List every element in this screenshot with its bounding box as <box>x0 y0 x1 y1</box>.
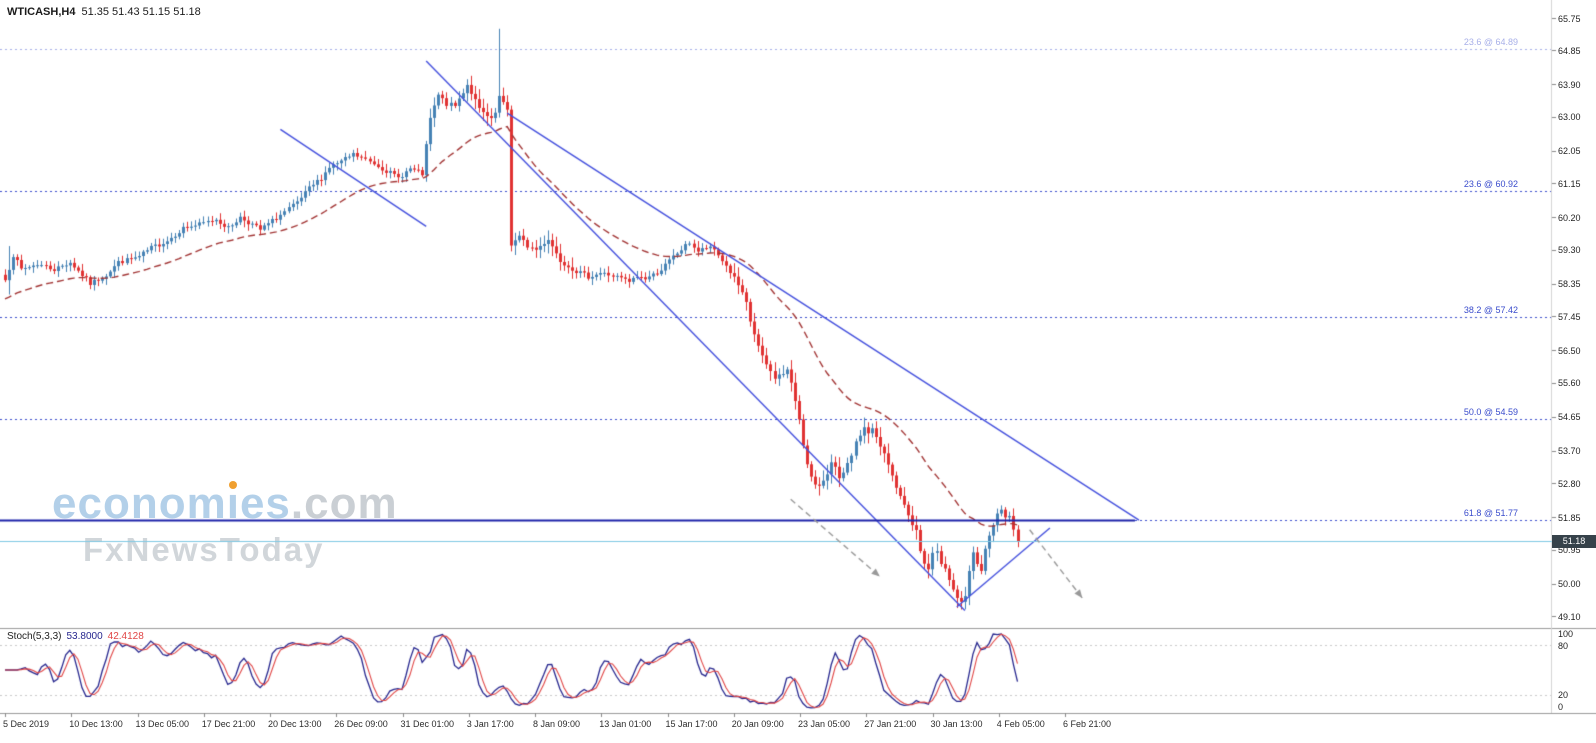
price-tick-label: 49.10 <box>1558 611 1581 622</box>
price-tick-label: 52.80 <box>1558 478 1581 489</box>
price-tick-label: 50.95 <box>1558 545 1581 556</box>
time-tick-label: 15 Jan 17:00 <box>665 719 718 729</box>
fib-level-label: 61.8 @ 51.77 <box>1463 508 1518 519</box>
time-tick-label: 6 Feb 21:00 <box>1063 719 1112 729</box>
time-tick-label: 17 Dec 21:00 <box>201 719 256 729</box>
fib-level-label: 50.0 @ 54.59 <box>1463 406 1518 417</box>
price-tick-label: 59.30 <box>1558 245 1581 256</box>
time-tick-label: 27 Jan 21:00 <box>864 719 917 729</box>
time-tick-label: 4 Feb 05:00 <box>996 719 1045 729</box>
indicator-main-value: 53.8000 <box>66 631 103 642</box>
time-tick-label: 20 Jan 09:00 <box>731 719 784 729</box>
fib-level-label: 38.2 @ 57.42 <box>1463 305 1518 316</box>
current-price-badge: 51.18 <box>1552 534 1596 548</box>
indicator-label: Stoch(5,3,3) 53.8000 42.4128 <box>7 631 144 642</box>
time-tick-label: 10 Dec 13:00 <box>69 719 123 729</box>
time-tick-label: 5 Dec 2019 <box>3 719 50 729</box>
price-tick-label: 61.15 <box>1558 178 1581 189</box>
price-tick-label: 50.00 <box>1558 579 1581 590</box>
time-tick-label: 20 Dec 13:00 <box>268 719 322 729</box>
time-tick-label: 31 Dec 01:00 <box>400 719 455 729</box>
price-tick-label: 62.05 <box>1558 146 1581 157</box>
price-tick-label: 63.00 <box>1558 112 1581 123</box>
price-tick-label: 55.60 <box>1558 378 1581 389</box>
time-tick-label: 13 Dec 05:00 <box>135 719 190 729</box>
price-tick-label: 58.35 <box>1558 279 1581 290</box>
indicator-scale-label: 80 <box>1558 640 1569 651</box>
ohlc-values: 51.35 51.43 51.15 51.18 <box>81 6 201 18</box>
time-tick-label: 30 Jan 13:00 <box>930 719 983 729</box>
price-tick-label: 63.90 <box>1558 79 1581 90</box>
time-tick-label: 3 Jan 17:00 <box>466 719 514 729</box>
price-tick-label: 53.70 <box>1558 446 1581 457</box>
price-tick-label: 65.75 <box>1558 13 1581 24</box>
price-tick-label: 64.85 <box>1558 45 1581 56</box>
price-tick-label: 51.85 <box>1558 512 1581 523</box>
symbol-timeframe: WTICASH,H4 <box>7 6 76 18</box>
price-tick-label: 60.20 <box>1558 212 1581 223</box>
indicator-scale-label: 20 <box>1558 690 1569 701</box>
time-tick-label: 26 Dec 09:00 <box>334 719 388 729</box>
time-tick-label: 23 Jan 05:00 <box>798 719 851 729</box>
indicator-scale-label: 100 <box>1558 629 1574 639</box>
price-tick-label: 56.50 <box>1558 345 1581 356</box>
symbol-ohlc-label: WTICASH,H4 51.35 51.43 51.15 51.18 <box>7 6 201 18</box>
price-tick-label: 54.65 <box>1558 412 1581 423</box>
price-tick-label: 57.45 <box>1558 311 1581 322</box>
time-tick-label: 13 Jan 01:00 <box>599 719 652 729</box>
indicator-signal-value: 42.4128 <box>107 631 144 642</box>
indicator-name: Stoch(5,3,3) <box>7 631 62 642</box>
fib-level-label: 23.6 @ 60.92 <box>1463 179 1518 190</box>
indicator-scale-label: 0 <box>1558 702 1564 712</box>
fib-level-label: 23.6 @ 64.89 <box>1463 36 1518 47</box>
time-tick-label: 8 Jan 09:00 <box>533 719 581 729</box>
